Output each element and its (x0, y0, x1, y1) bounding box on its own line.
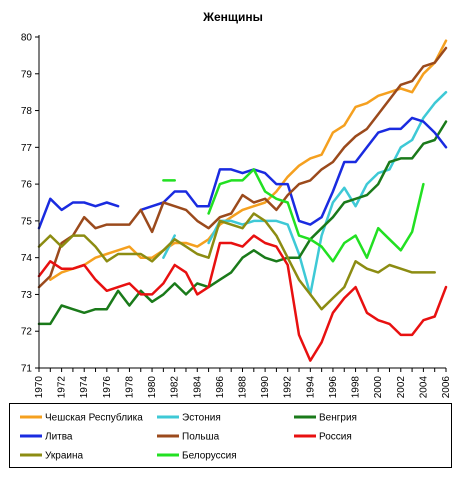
series-line-3-segment-0 (37, 197, 120, 230)
x-tick-label: 1980 (147, 376, 158, 399)
x-tick-label: 1986 (215, 376, 226, 399)
series-line-5-segment-0 (37, 234, 448, 362)
x-tick-label: 2004 (418, 376, 429, 399)
y-tick-label: 73 (21, 290, 33, 301)
x-tick-label: 1990 (260, 376, 271, 399)
series-line-1-segment-0 (162, 234, 176, 259)
legend: Чешская Республика Эстония Венгрия Литва Пол… (9, 403, 452, 468)
series-line-3-segment-1 (139, 116, 448, 226)
y-tick-label: 74 (21, 253, 33, 264)
y-tick-label: 79 (21, 69, 33, 80)
series-line-1-segment-1 (207, 90, 448, 296)
plot-area (37, 39, 448, 362)
x-tick-label: 2006 (441, 376, 452, 399)
legend-label: Украина (45, 451, 84, 462)
legend-label: Венгрия (319, 413, 357, 424)
x-tick-label: 1992 (283, 376, 294, 399)
x-tick-label: 2002 (396, 376, 407, 399)
x-tick-label: 1988 (238, 376, 249, 399)
x-tick-label: 1970 (34, 376, 45, 399)
legend-label: Польша (182, 432, 220, 443)
y-tick-label: 78 (21, 106, 33, 117)
y-tick-label: 71 (21, 364, 33, 375)
chart-title: Женщины (202, 10, 263, 24)
legend-label: Литва (45, 432, 73, 443)
series-line-6-segment-0 (37, 212, 436, 311)
y-tick-label: 80 (21, 33, 33, 44)
series-line-0-segment-0 (49, 39, 448, 281)
series-line-7-segment-1 (207, 168, 425, 263)
x-tick-label: 1984 (192, 376, 203, 399)
x-tick-label: 1994 (305, 376, 316, 399)
x-tick-label: 1978 (124, 376, 135, 399)
axes: 71 72 73 74 75 76 77 78 79 80 1970 1972 1974 1976 1978… (21, 33, 452, 399)
x-tick-label: 1972 (57, 376, 68, 399)
y-tick-label: 75 (21, 216, 33, 227)
legend-label: Белоруссия (182, 451, 237, 462)
legend-label: Чешская Республика (45, 412, 143, 424)
series-line-2-segment-0 (37, 120, 448, 326)
x-tick-label: 1982 (170, 376, 181, 399)
x-tick-label: 1998 (351, 376, 362, 399)
series-line-4-segment-0 (37, 46, 448, 289)
legend-box (9, 403, 452, 468)
x-tick-label: 2000 (373, 376, 384, 399)
y-tick-label: 72 (21, 327, 33, 338)
y-tick-label: 76 (21, 180, 33, 191)
x-tick-label: 1976 (102, 376, 113, 399)
x-tick-label: 1974 (79, 376, 90, 399)
legend-label: Эстония (182, 413, 221, 424)
x-tick-label: 1996 (328, 376, 339, 399)
legend-label: Россия (319, 432, 352, 443)
y-tick-label: 77 (21, 143, 33, 154)
